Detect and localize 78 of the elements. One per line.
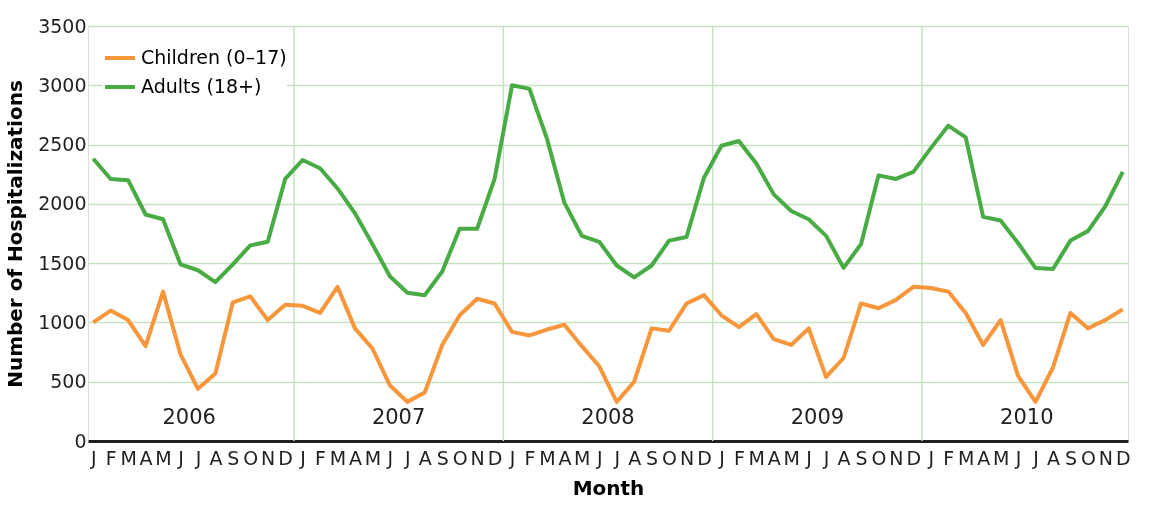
x-tick-label: N	[889, 446, 904, 469]
x-tick-label: O	[1080, 446, 1096, 469]
x-tick-label: D	[487, 446, 503, 469]
x-tick-label: O	[452, 446, 468, 469]
x-tick-label: F	[105, 446, 117, 469]
y-tick-label: 2500	[38, 133, 87, 156]
x-tick-label: M	[120, 446, 137, 469]
x-tick-label: M	[329, 446, 347, 469]
x-tick-label: S	[436, 446, 449, 469]
x-tick-label: F	[315, 446, 327, 469]
x-tick-label: D	[906, 446, 922, 469]
x-tick-label: A	[418, 446, 432, 469]
x-tick-label: A	[767, 446, 781, 469]
x-tick-label: O	[243, 446, 259, 469]
x-tick-label: J	[89, 446, 97, 469]
x-tick-label: N	[679, 446, 695, 469]
x-tick-label: M	[958, 446, 975, 469]
x-tick-label: M	[155, 446, 172, 469]
x-tick-label: M	[364, 446, 382, 469]
annotation: 2008	[581, 405, 635, 429]
x-tick-label: S	[855, 446, 868, 469]
x-tick-label: J	[386, 446, 394, 469]
x-tick-label: D	[697, 446, 712, 469]
y-tick-label: 500	[50, 370, 87, 393]
x-tick-label: A	[139, 446, 153, 469]
x-tick-label: J	[177, 446, 184, 469]
x-tick-label: J	[508, 446, 516, 469]
x-tick-label: J	[194, 446, 202, 469]
x-tick-label: J	[1032, 446, 1039, 469]
x-tick-label: F	[524, 446, 536, 469]
x-tick-label: A	[837, 446, 851, 469]
x-tick-label: D	[278, 446, 293, 469]
y-tick-label: 1000	[38, 310, 87, 333]
y-tick-label: 1500	[38, 251, 87, 274]
x-tick-label: N	[470, 446, 485, 469]
x-tick-label: A	[209, 446, 223, 469]
x-tick-label: S	[1064, 446, 1077, 469]
x-tick-label: S	[646, 446, 659, 469]
x-tick-label: O	[871, 446, 887, 469]
x-tick-label: J	[1014, 446, 1022, 469]
legend-label: Children (0–17)	[141, 46, 287, 68]
x-tick-label: A	[977, 446, 991, 469]
x-tick-label: J	[822, 446, 830, 469]
x-tick-label: S	[227, 446, 240, 469]
x-tick-label: J	[927, 446, 935, 469]
x-tick-label: A	[558, 446, 572, 469]
y-tick-label: 2000	[38, 192, 87, 215]
line-series	[91, 284, 1125, 404]
x-tick-label: N	[261, 446, 276, 469]
x-tick-label: M	[783, 446, 800, 469]
x-tick-label: J	[404, 446, 411, 469]
x-tick-label: F	[943, 446, 955, 469]
x-tick-label: J	[805, 446, 812, 469]
annotation: 2006	[162, 405, 216, 429]
x-tick-label: J	[718, 446, 725, 469]
x-tick-label: J	[595, 446, 603, 469]
annotation: 2009	[790, 405, 845, 429]
x-tick-label: F	[733, 446, 745, 469]
y-tick-label: 3500	[38, 14, 87, 37]
x-tick-label: J	[299, 446, 306, 469]
x-tick-label: J	[613, 446, 621, 469]
y-axis-title: Number of Hospitalizations	[3, 80, 28, 388]
x-tick-label: M	[539, 446, 556, 469]
x-tick-label: M	[574, 446, 591, 469]
x-tick-label: M	[992, 446, 1010, 469]
x-tick-label: N	[1098, 446, 1113, 469]
y-tick-label: 3000	[38, 73, 87, 96]
annotation: 2007	[371, 405, 426, 429]
x-tick-label: A	[628, 446, 642, 469]
x-axis-title: Month	[572, 475, 645, 500]
x-tick-label: A	[348, 446, 362, 469]
x-tick-label: M	[748, 446, 766, 469]
x-tick-label: D	[1115, 446, 1131, 469]
legend-label: Adults (18+)	[141, 75, 262, 97]
x-tick-label: O	[662, 446, 678, 469]
annotation: 2010	[1000, 405, 1054, 429]
y-tick-label: 0	[74, 429, 87, 452]
x-tick-label: A	[1046, 446, 1060, 469]
